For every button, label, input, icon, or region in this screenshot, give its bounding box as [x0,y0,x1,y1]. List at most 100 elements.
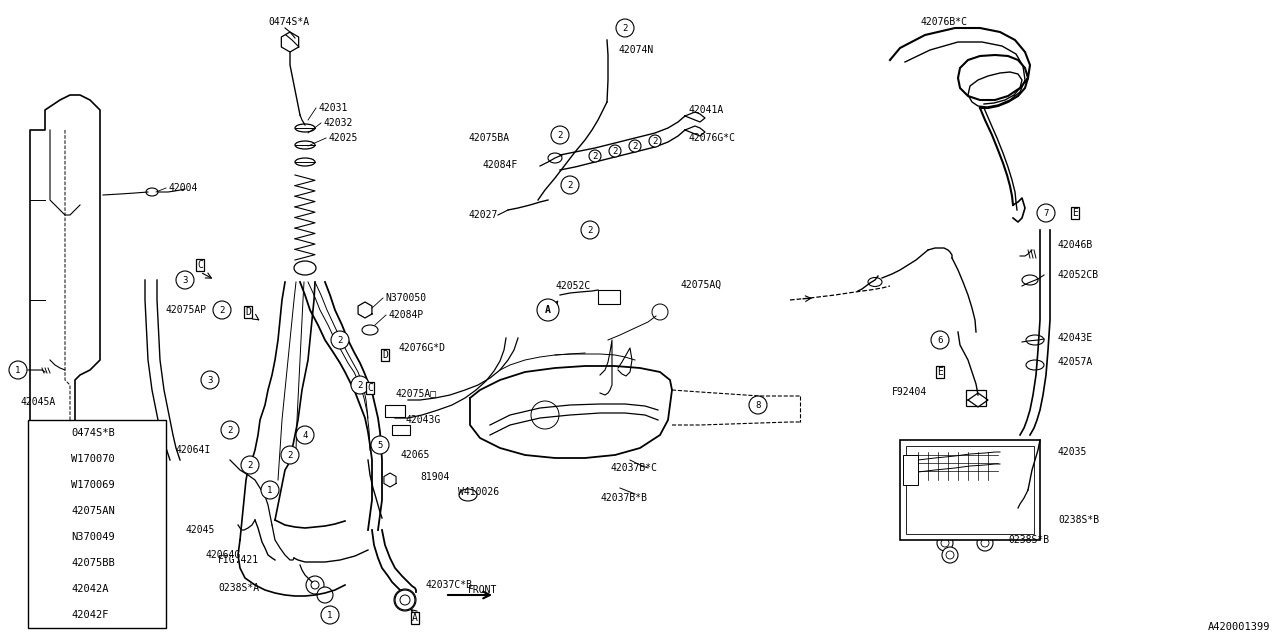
Text: 2: 2 [622,24,627,33]
Text: 2: 2 [287,451,293,460]
Circle shape [954,523,966,537]
Text: 42076G*D: 42076G*D [398,343,445,353]
Text: N370049: N370049 [70,532,115,542]
Circle shape [1037,204,1055,222]
Circle shape [749,396,767,414]
Text: 42075AN: 42075AN [70,506,115,516]
Text: 42074N: 42074N [618,45,653,55]
Circle shape [937,535,954,551]
Bar [900,440,1039,540]
Text: 3: 3 [207,376,212,385]
Circle shape [38,424,56,442]
Text: 42075BB: 42075BB [70,558,115,568]
Text: 42025: 42025 [328,133,357,143]
Bar [966,390,986,406]
Circle shape [38,450,56,468]
Text: 42045A: 42045A [20,397,55,407]
Text: D: D [381,350,388,360]
Text: 3: 3 [45,481,50,490]
Text: 2: 2 [612,147,618,156]
Text: 42064G: 42064G [205,550,241,560]
Text: FRONT: FRONT [468,585,498,595]
Text: W170070: W170070 [70,454,115,464]
Text: C: C [197,260,204,270]
Circle shape [581,221,599,239]
Ellipse shape [868,278,882,287]
Circle shape [38,476,56,494]
Ellipse shape [1021,275,1038,285]
Circle shape [916,512,933,528]
Circle shape [394,589,416,611]
Circle shape [396,590,415,610]
Text: 2: 2 [593,152,598,161]
Circle shape [38,554,56,572]
Circle shape [296,426,314,444]
Text: 2: 2 [557,131,563,140]
Text: C: C [367,383,372,393]
Circle shape [550,126,570,144]
Text: 42076B*C: 42076B*C [920,17,966,27]
Circle shape [649,135,660,147]
Text: 42027: 42027 [468,210,498,220]
Ellipse shape [460,489,477,501]
Bar [392,425,410,435]
Circle shape [616,19,634,37]
Text: 42084P: 42084P [388,310,424,320]
Text: 42043E: 42043E [1059,333,1093,343]
Text: 8: 8 [755,401,760,410]
Text: 0238S*B: 0238S*B [1059,515,1100,525]
Text: 42037B*B: 42037B*B [600,493,646,503]
Circle shape [351,376,369,394]
Circle shape [282,446,300,464]
Text: 0474S*B: 0474S*B [70,428,115,438]
Text: 5: 5 [378,440,383,449]
Circle shape [977,535,993,551]
Circle shape [609,145,621,157]
Text: A420001399: A420001399 [1207,622,1270,632]
Text: 5: 5 [45,532,50,541]
Text: 42032: 42032 [323,118,352,128]
Text: N370050: N370050 [385,293,426,303]
Text: 3: 3 [182,275,188,285]
Circle shape [931,331,948,349]
Text: W410026: W410026 [458,487,499,497]
Ellipse shape [1027,360,1044,370]
Circle shape [942,547,957,563]
Text: A: A [412,613,419,623]
Text: 1: 1 [15,365,20,374]
Text: 2: 2 [219,305,225,314]
Text: E: E [937,367,943,377]
Text: 42042A: 42042A [70,584,109,594]
Text: FIG.421: FIG.421 [218,555,259,565]
Text: 42045: 42045 [186,525,214,535]
Text: 2: 2 [247,461,252,470]
Text: 0238S*B: 0238S*B [1009,535,1050,545]
Text: 7: 7 [1043,209,1048,218]
Text: 1: 1 [328,611,333,620]
Text: 1: 1 [45,429,50,438]
Ellipse shape [1027,335,1044,345]
Circle shape [38,528,56,546]
Circle shape [38,580,56,598]
Text: 42075A□: 42075A□ [396,388,436,398]
Circle shape [538,299,559,321]
Circle shape [561,176,579,194]
Text: E: E [1073,208,1078,218]
Circle shape [628,140,641,152]
Text: 42035: 42035 [1059,447,1088,457]
Text: 2: 2 [338,335,343,344]
Text: 42057A: 42057A [1059,357,1093,367]
Text: 42052C: 42052C [556,281,590,291]
Text: 4: 4 [45,506,50,515]
Text: 42042F: 42042F [70,610,109,620]
Circle shape [212,301,230,319]
Circle shape [221,421,239,439]
Circle shape [261,481,279,499]
Text: W170069: W170069 [70,480,115,490]
Text: 0474S*A: 0474S*A [268,17,310,27]
Text: 2: 2 [632,141,637,150]
Text: A: A [545,305,550,315]
Bar [28,420,166,628]
Text: 42041A: 42041A [689,105,723,115]
Text: 6: 6 [937,335,942,344]
